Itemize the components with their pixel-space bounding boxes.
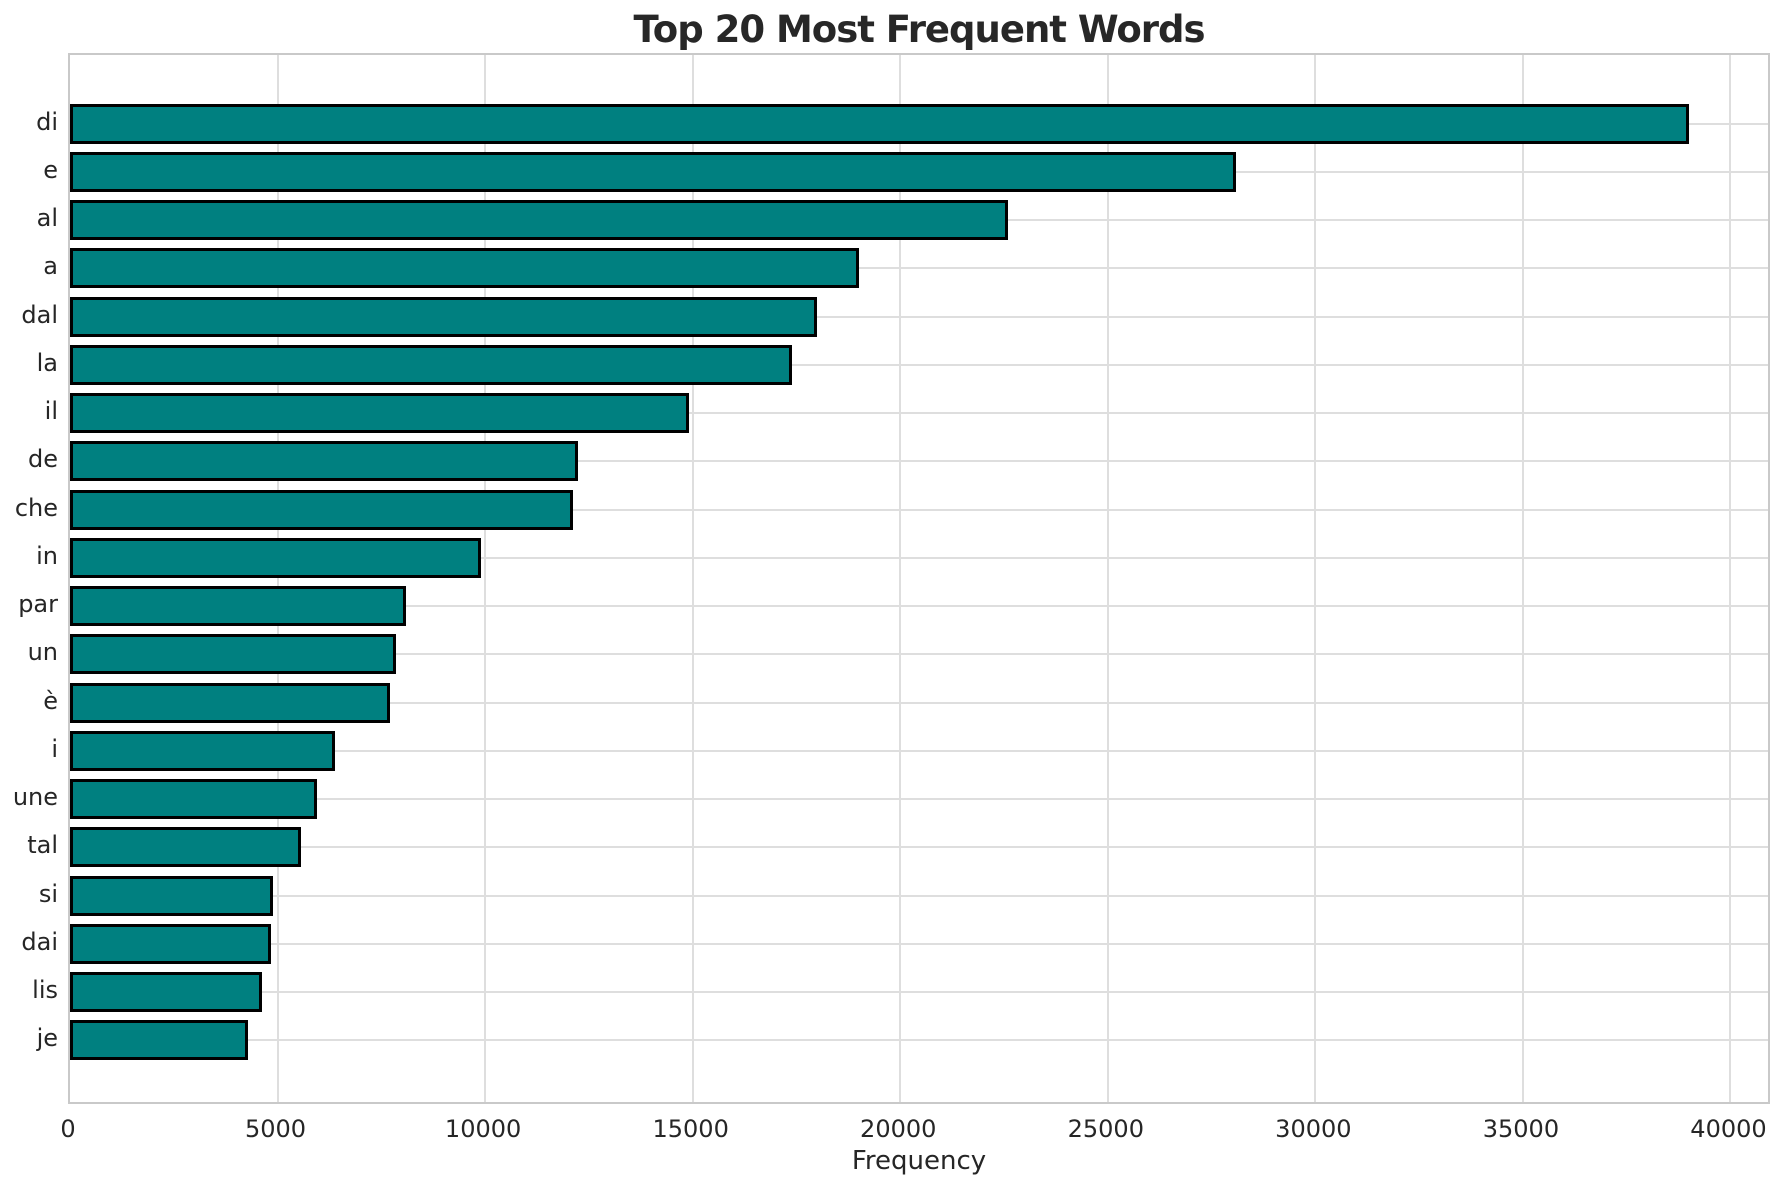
gridline-horizontal [70, 363, 1768, 366]
bar-dal [70, 296, 818, 337]
gridline-horizontal [70, 508, 1768, 511]
gridline-horizontal [70, 412, 1768, 415]
y-tick-label-lis: lis [32, 976, 58, 1005]
x-tick-label-25000: 25000 [1067, 1115, 1144, 1143]
gridline-horizontal [70, 1039, 1768, 1042]
bar-un [70, 634, 396, 675]
y-tick-label-par: par [18, 590, 58, 619]
y-tick-label-dai: dai [21, 927, 58, 956]
y-tick-label-a: a [43, 252, 58, 281]
gridline-vertical [1106, 55, 1109, 1102]
x-tick-label-20000: 20000 [860, 1115, 937, 1143]
gridline-horizontal [70, 315, 1768, 318]
y-tick-label-la: la [36, 348, 58, 377]
bar-e [70, 151, 1237, 192]
bar-la [70, 344, 793, 385]
gridline-horizontal [70, 991, 1768, 994]
x-tick-label-30000: 30000 [1275, 1115, 1352, 1143]
y-tick-label-je: je [36, 1024, 58, 1053]
bar-lis [70, 972, 263, 1013]
bar-par [70, 586, 406, 627]
gridline-horizontal [70, 798, 1768, 801]
bar-che [70, 489, 573, 530]
bar-il [70, 393, 689, 434]
x-tick-label-15000: 15000 [652, 1115, 729, 1143]
bar-si [70, 875, 274, 916]
bar-dai [70, 923, 272, 964]
y-tick-label-de: de [28, 445, 58, 474]
y-tick-label-è: è [43, 686, 58, 715]
y-tick-label-il: il [44, 397, 58, 426]
y-tick-label-e: e [43, 155, 58, 184]
gridline-horizontal [70, 894, 1768, 897]
gridline-vertical [484, 55, 487, 1102]
bar-di [70, 103, 1689, 144]
bar-une [70, 779, 318, 820]
bar-tal [70, 827, 301, 868]
bar-al [70, 200, 1009, 241]
gridline-vertical [899, 55, 902, 1102]
x-tick-label-10000: 10000 [444, 1115, 522, 1143]
gridline-horizontal [70, 605, 1768, 608]
bar-de [70, 441, 578, 482]
gridline-vertical [1521, 55, 1524, 1102]
y-tick-label-une: une [12, 783, 58, 812]
gridline-vertical [1729, 55, 1732, 1102]
gridline-horizontal [70, 653, 1768, 656]
y-tick-label-di: di [36, 107, 58, 136]
gridline-horizontal [70, 701, 1768, 704]
gridline-horizontal [70, 460, 1768, 463]
y-tick-label-tal: tal [27, 831, 58, 860]
bar-a [70, 248, 859, 289]
gridline-horizontal [70, 749, 1768, 752]
gridline-vertical [1314, 55, 1317, 1102]
bar-i [70, 730, 335, 771]
chart-title: Top 20 Most Frequent Words [633, 8, 1205, 51]
y-tick-label-un: un [27, 638, 58, 667]
y-tick-label-si: si [38, 879, 58, 908]
x-axis-label: Frequency [851, 1146, 987, 1176]
gridline-vertical [691, 55, 694, 1102]
gridline-horizontal [70, 846, 1768, 849]
y-tick-label-che: che [14, 493, 58, 522]
bar-in [70, 537, 481, 578]
bar-je [70, 1020, 248, 1061]
y-tick-label-in: in [36, 541, 58, 570]
gridline-horizontal [70, 267, 1768, 270]
y-tick-label-i: i [51, 734, 58, 763]
gridline-vertical [276, 55, 279, 1102]
y-tick-label-al: al [36, 204, 58, 233]
x-tick-label-35000: 35000 [1482, 1115, 1560, 1143]
x-tick-label-0: 0 [60, 1115, 76, 1143]
gridline-horizontal [70, 942, 1768, 945]
x-tick-label-40000: 40000 [1690, 1115, 1767, 1143]
plot-area [68, 53, 1770, 1104]
bar-è [70, 682, 390, 723]
gridline-horizontal [70, 556, 1768, 559]
y-tick-label-dal: dal [21, 300, 58, 329]
x-tick-label-5000: 5000 [245, 1115, 307, 1143]
